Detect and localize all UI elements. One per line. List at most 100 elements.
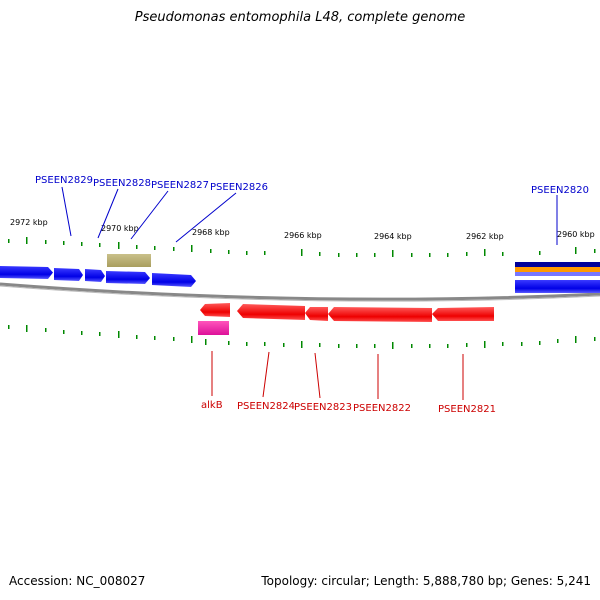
gene-forward[interactable] <box>515 280 600 293</box>
scale-label: 2966 kbp <box>284 231 322 240</box>
lower-ticks <box>8 325 596 349</box>
tick <box>246 251 248 255</box>
leader-line <box>314 352 321 399</box>
tick <box>466 252 468 256</box>
tick <box>173 337 175 341</box>
gene-reverse[interactable] <box>328 307 432 322</box>
gene-forward[interactable] <box>54 268 83 281</box>
tick <box>557 339 559 343</box>
gene-forward[interactable] <box>85 269 105 282</box>
tick <box>8 239 10 243</box>
tick <box>136 245 138 249</box>
tick <box>466 343 468 347</box>
gene-reverse[interactable] <box>432 307 494 321</box>
gene-reverse[interactable] <box>237 304 305 320</box>
scale-labels: 2972 kbp 2970 kbp 2968 kbp 2966 kbp 2964… <box>10 218 595 241</box>
tick <box>301 341 303 348</box>
gene-label[interactable]: PSEEN2820 <box>531 185 589 196</box>
tick <box>45 328 47 332</box>
tick <box>338 253 340 257</box>
forward-leaders <box>61 186 558 245</box>
gene-label[interactable]: alkB <box>201 400 223 411</box>
tick <box>63 241 65 245</box>
gene-feature <box>515 272 600 276</box>
scale-label: 2972 kbp <box>10 218 48 227</box>
tick <box>45 240 47 244</box>
leader-line <box>97 188 119 239</box>
gene-feature <box>515 262 600 267</box>
tick <box>81 242 83 246</box>
tick <box>283 343 285 347</box>
tick <box>338 344 340 348</box>
reverse-genes <box>198 303 494 335</box>
tick <box>484 249 486 256</box>
gene-label[interactable]: PSEEN2826 <box>210 182 268 193</box>
tick <box>594 337 596 341</box>
tick <box>118 331 120 338</box>
tick <box>191 336 193 343</box>
tick <box>447 344 449 348</box>
tick <box>502 252 504 256</box>
gene-label[interactable]: PSEEN2824 <box>237 401 295 412</box>
tick <box>26 325 28 332</box>
tick <box>575 247 577 254</box>
gene-feature[interactable] <box>198 321 229 335</box>
tick <box>118 242 120 249</box>
scale-label: 2962 kbp <box>466 232 504 241</box>
gene-feature[interactable] <box>107 254 151 267</box>
genome-summary-text: Topology: circular; Length: 5,888,780 bp… <box>261 574 591 588</box>
tick <box>154 246 156 250</box>
gene-label[interactable]: PSEEN2823 <box>294 402 352 413</box>
leader-line <box>130 190 169 240</box>
genome-backbone-shade <box>0 285 600 302</box>
tick <box>356 344 358 348</box>
tick <box>411 253 413 257</box>
tick <box>594 249 596 253</box>
tick <box>575 336 577 343</box>
tick <box>173 247 175 251</box>
tick <box>319 343 321 347</box>
tick <box>154 336 156 340</box>
gene-label[interactable]: PSEEN2822 <box>353 403 411 414</box>
tick <box>502 342 504 346</box>
tick <box>136 335 138 339</box>
tick <box>374 344 376 348</box>
tick <box>319 252 321 256</box>
gene-forward[interactable] <box>106 271 150 284</box>
gene-label[interactable]: PSEEN2821 <box>438 404 496 415</box>
gene-reverse[interactable] <box>200 303 230 317</box>
upper-ticks <box>8 237 596 257</box>
tick <box>392 342 394 349</box>
scale-label: 2970 kbp <box>101 224 139 233</box>
forward-genes <box>0 254 600 293</box>
tick <box>264 342 266 346</box>
tick <box>26 237 28 244</box>
tick <box>447 253 449 257</box>
scale-label: 2960 kbp <box>557 230 595 239</box>
leader-line <box>175 192 237 243</box>
tick <box>99 332 101 336</box>
tick <box>8 325 10 329</box>
gene-feature <box>515 267 600 272</box>
map-title: Pseudomonas entomophila L48, complete ge… <box>134 10 466 25</box>
leader-line <box>262 351 270 398</box>
scale-label: 2968 kbp <box>192 228 230 237</box>
tick <box>228 341 230 345</box>
gene-label[interactable]: PSEEN2827 <box>151 180 209 191</box>
tick <box>301 249 303 256</box>
genome-backbone <box>0 282 600 301</box>
gene-forward[interactable] <box>0 266 53 279</box>
gene-reverse[interactable] <box>305 307 328 321</box>
tick <box>191 245 193 252</box>
leader-line <box>61 186 72 237</box>
tick <box>539 251 541 255</box>
tick <box>81 331 83 335</box>
gene-label[interactable]: PSEEN2828 <box>93 178 151 189</box>
tick <box>484 341 486 348</box>
gene-label[interactable]: PSEEN2829 <box>35 175 93 186</box>
tick <box>429 344 431 348</box>
gene-forward[interactable] <box>152 273 196 287</box>
accession-text: Accession: NC_008027 <box>9 574 146 588</box>
tick <box>521 342 523 346</box>
